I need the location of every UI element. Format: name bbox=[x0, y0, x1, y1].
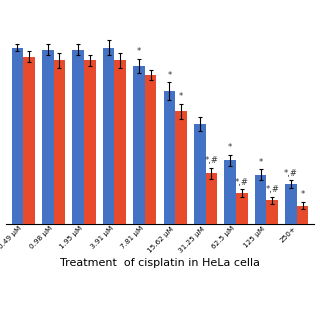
Text: *,#: *,# bbox=[235, 178, 249, 187]
Bar bbox=[236, 193, 248, 224]
X-axis label: Treatment  of cisplatin in HeLa cella: Treatment of cisplatin in HeLa cella bbox=[60, 258, 260, 268]
Bar bbox=[53, 60, 65, 224]
Bar bbox=[42, 50, 53, 224]
Bar bbox=[72, 50, 84, 224]
Text: *,#: *,# bbox=[204, 156, 218, 165]
Bar bbox=[267, 200, 278, 224]
Bar bbox=[164, 92, 175, 224]
Bar bbox=[133, 66, 145, 224]
Bar bbox=[84, 60, 95, 224]
Text: *: * bbox=[300, 190, 305, 199]
Text: *: * bbox=[228, 143, 232, 152]
Bar bbox=[12, 48, 23, 224]
Bar bbox=[225, 160, 236, 224]
Bar bbox=[145, 75, 156, 224]
Text: *,#: *,# bbox=[265, 185, 279, 194]
Bar bbox=[285, 184, 297, 224]
Text: *,#: *,# bbox=[284, 169, 298, 178]
Bar bbox=[23, 57, 35, 224]
Bar bbox=[175, 111, 187, 224]
Bar bbox=[206, 173, 217, 224]
Bar bbox=[114, 60, 126, 224]
Bar bbox=[255, 175, 267, 224]
Text: *: * bbox=[179, 92, 183, 101]
Text: *: * bbox=[137, 47, 141, 56]
Bar bbox=[194, 124, 206, 224]
Text: *: * bbox=[259, 158, 263, 167]
Bar bbox=[297, 206, 308, 224]
Text: *: * bbox=[167, 70, 172, 80]
Bar bbox=[103, 48, 114, 224]
